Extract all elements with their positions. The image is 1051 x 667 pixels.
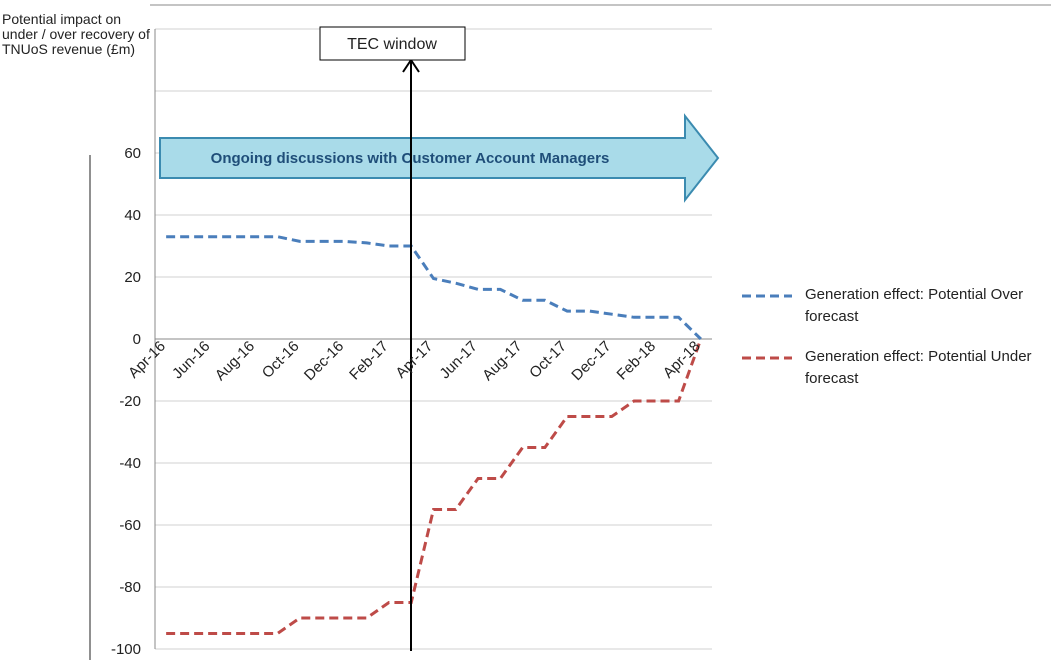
arrow — [159, 113, 720, 203]
x-tick-label: Apr-17 — [392, 338, 436, 382]
series-line — [166, 235, 702, 341]
legend-label: Generation effect: Potential Over foreca… — [805, 286, 1024, 325]
x-tick-label: Jun-17 — [436, 338, 480, 382]
y-tick-label: 20 — [124, 269, 141, 286]
x-tick-label: Aug-16 — [212, 338, 258, 384]
marker-label: TEC window — [347, 36, 437, 53]
y-tick-label: -40 — [119, 455, 141, 472]
y-tick-label: -80 — [119, 579, 141, 596]
x-tick-label: Feb-17 — [346, 338, 392, 384]
x-tick-label: Apr-18 — [660, 338, 704, 382]
legend-label: Generation effect: Potential Under forec… — [805, 348, 1032, 387]
x-tick-label: Aug-17 — [479, 338, 525, 384]
x-tick-label: Dec-17 — [568, 338, 614, 384]
y-tick-label: -60 — [119, 517, 141, 534]
x-tick-label: Feb-18 — [613, 338, 659, 384]
y-tick-label: 0 — [133, 331, 141, 348]
x-tick-label: Jun-16 — [169, 338, 213, 382]
x-tick-label: Oct-16 — [259, 338, 303, 382]
y-tick-label: -20 — [119, 393, 141, 410]
marker-box — [319, 26, 466, 61]
x-tick-label: Dec-16 — [301, 338, 347, 384]
x-tick-label: Oct-17 — [526, 338, 570, 382]
y-tick-label: -100 — [111, 641, 141, 658]
series-line — [166, 338, 703, 635]
y-tick-label: 60 — [124, 145, 141, 162]
y-axis-label: Potential impact on under / over recover… — [2, 11, 150, 57]
y-tick-label: 40 — [124, 207, 141, 224]
